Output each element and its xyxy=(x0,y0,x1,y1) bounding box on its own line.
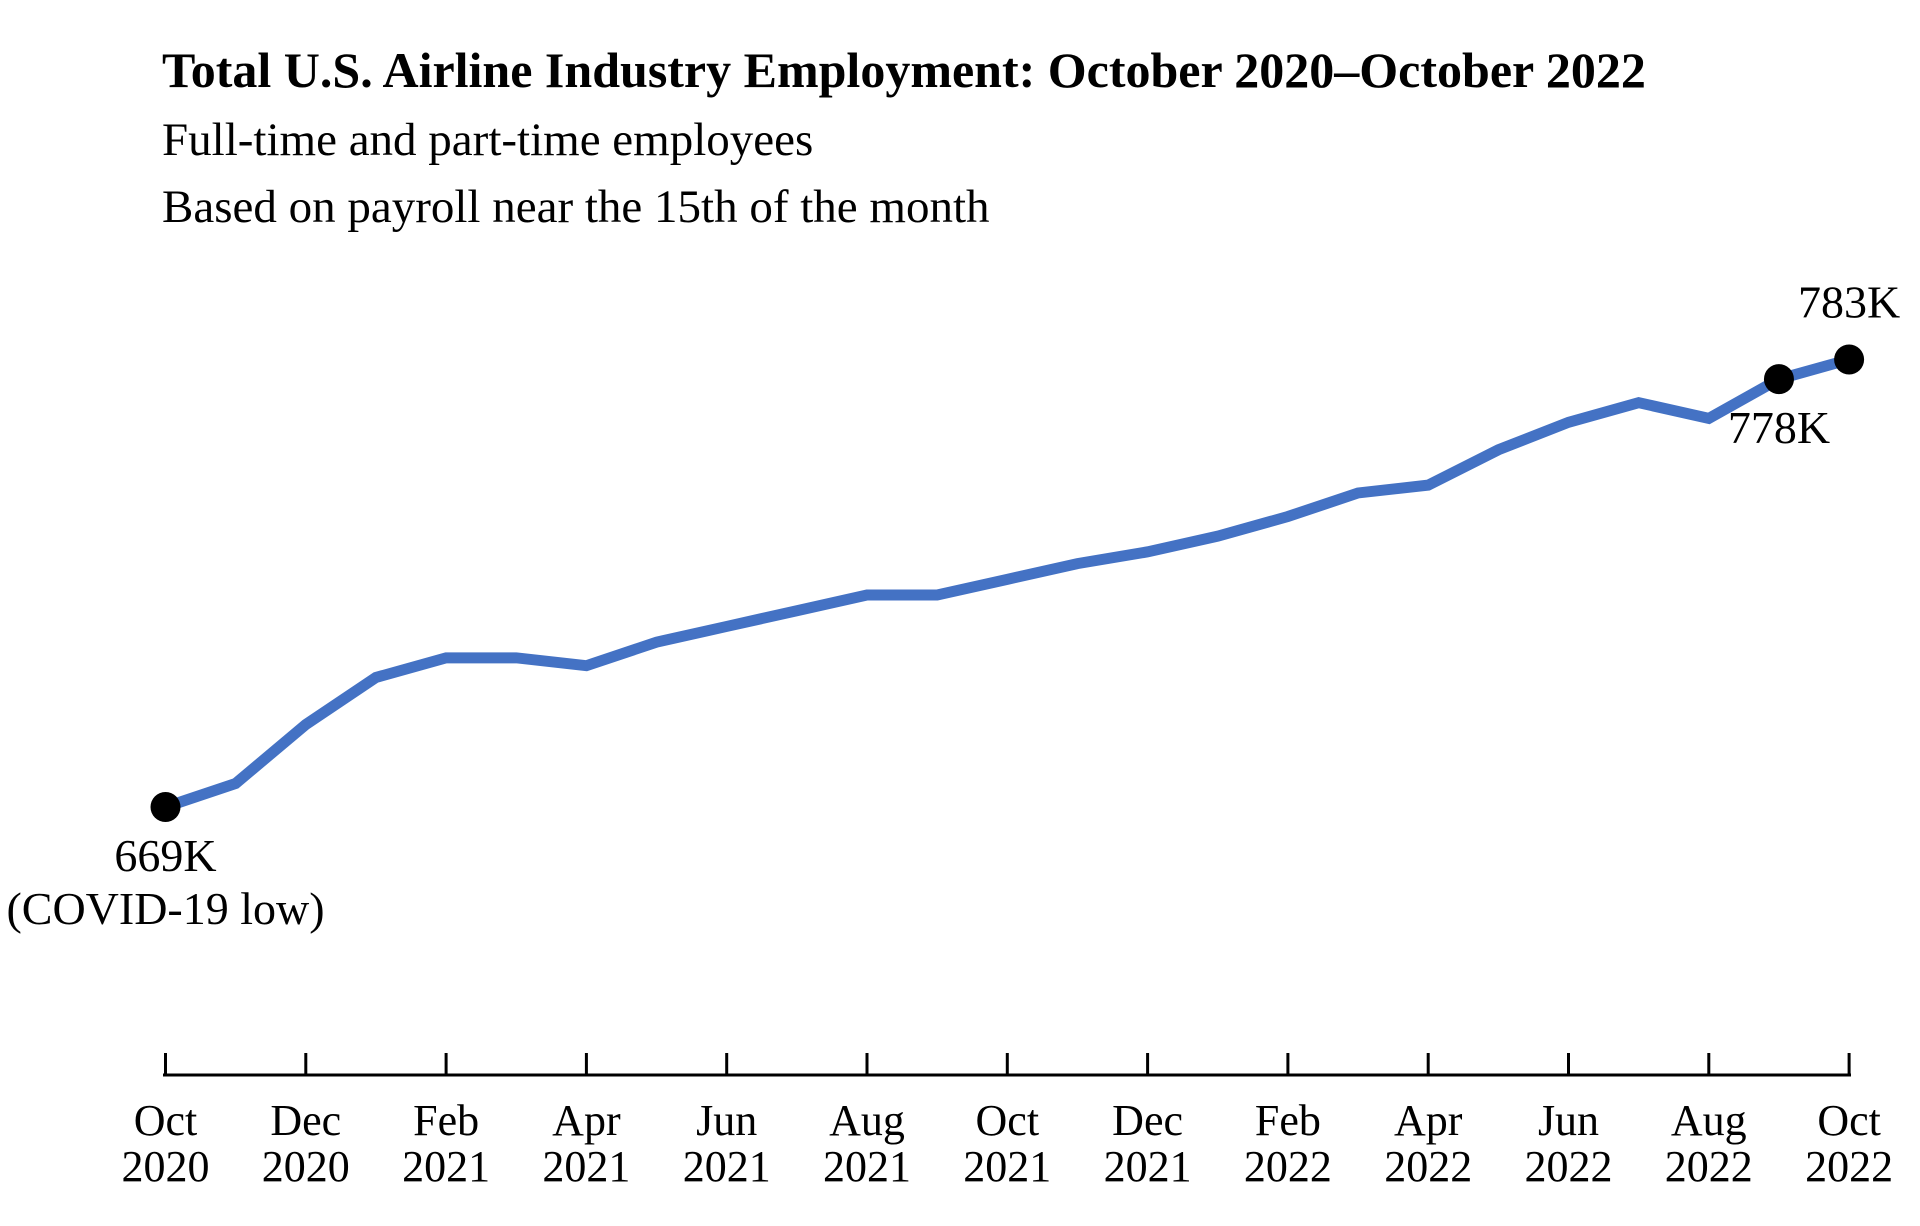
x-tick-year: 2021 xyxy=(963,1142,1051,1191)
x-tick-month: Oct xyxy=(134,1096,198,1145)
series-group xyxy=(160,354,1855,813)
x-tick-year: 2022 xyxy=(1384,1142,1472,1191)
x-tick-month: Dec xyxy=(270,1096,341,1145)
x-tick-month: Apr xyxy=(1394,1096,1463,1145)
x-tick-year: 2022 xyxy=(1525,1142,1613,1191)
data-label-778k: 778K xyxy=(1728,402,1830,453)
annotation-group: 669K(COVID-19 low) 778K 783K xyxy=(6,277,1900,934)
data-label-669k: 669K xyxy=(114,830,216,881)
marker-group xyxy=(150,344,1865,822)
x-tick-month: Feb xyxy=(1255,1096,1321,1145)
x-tick-month: Oct xyxy=(976,1096,1040,1145)
x-tick-month: Oct xyxy=(1817,1096,1881,1145)
x-tick-month: Feb xyxy=(413,1096,479,1145)
x-tick-month: Jun xyxy=(1538,1096,1599,1145)
x-tick-year: 2022 xyxy=(1665,1142,1753,1191)
x-tick-month: Aug xyxy=(1671,1096,1747,1145)
x-tick-year: 2021 xyxy=(683,1142,771,1191)
x-tick-month: Aug xyxy=(829,1096,905,1145)
x-axis-tick-group xyxy=(164,1053,1851,1075)
x-tick-year: 2020 xyxy=(122,1142,210,1191)
employment-line-series xyxy=(160,354,1855,813)
x-tick-year: 2021 xyxy=(1104,1142,1192,1191)
x-tick-year: 2020 xyxy=(262,1142,350,1191)
x-axis-label-group: Oct2020Dec2020Feb2021Apr2021Jun2021Aug20… xyxy=(122,1096,1894,1191)
x-tick-month: Dec xyxy=(1112,1096,1183,1145)
data-label-669k-sub: (COVID-19 low) xyxy=(6,883,324,934)
data-point-marker-778k xyxy=(1763,364,1794,395)
data-point-marker-669k xyxy=(150,792,181,822)
x-tick-year: 2021 xyxy=(823,1142,911,1191)
data-label-783k: 783K xyxy=(1798,277,1900,328)
x-tick-year: 2022 xyxy=(1244,1142,1332,1191)
data-point-marker-783k xyxy=(1834,344,1865,375)
x-tick-year: 2022 xyxy=(1805,1142,1893,1191)
x-tick-year: 2021 xyxy=(402,1142,490,1191)
x-tick-month: Apr xyxy=(552,1096,621,1145)
chart-title: Total U.S. Airline Industry Employment: … xyxy=(162,42,1646,98)
x-tick-year: 2021 xyxy=(542,1142,630,1191)
chart-subtitle-line2: Based on payroll near the 15th of the mo… xyxy=(162,181,990,233)
chart-subtitle-line1: Full-time and part-time employees xyxy=(162,114,813,166)
x-tick-month: Jun xyxy=(696,1096,757,1145)
